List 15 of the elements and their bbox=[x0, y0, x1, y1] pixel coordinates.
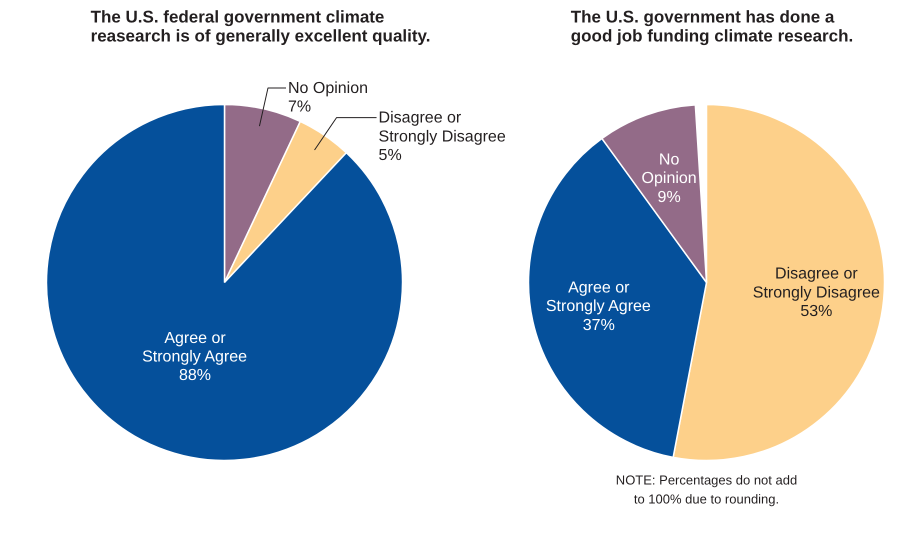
text: NOTE: Percentages do not add to 100% due to rounding. bbox=[616, 472, 798, 506]
slice-label: No Opinion bbox=[642, 151, 697, 188]
data-label: 37% bbox=[582, 316, 615, 334]
slice-label: Agree or Strongly Agree bbox=[142, 330, 248, 366]
data-label: 53% bbox=[800, 303, 832, 320]
slice-label: Agree or Strongly Agree bbox=[546, 279, 651, 316]
slice-label: Disagree or Strongly Disagree bbox=[752, 266, 880, 302]
data-label: 7% bbox=[288, 98, 312, 116]
data-label: 88% bbox=[179, 367, 212, 384]
data-label: 9% bbox=[658, 188, 681, 206]
chart-title: The U.S. government has done a good job funding climate research. bbox=[570, 8, 854, 46]
data-label: 5% bbox=[378, 147, 402, 164]
slice-label: Disagree or Strongly Disagree bbox=[378, 110, 506, 146]
chart-title: The U.S. federal government climate reasearch is of generally excellent quality. bbox=[90, 8, 430, 46]
slice-label: No Opinion bbox=[288, 80, 368, 97]
